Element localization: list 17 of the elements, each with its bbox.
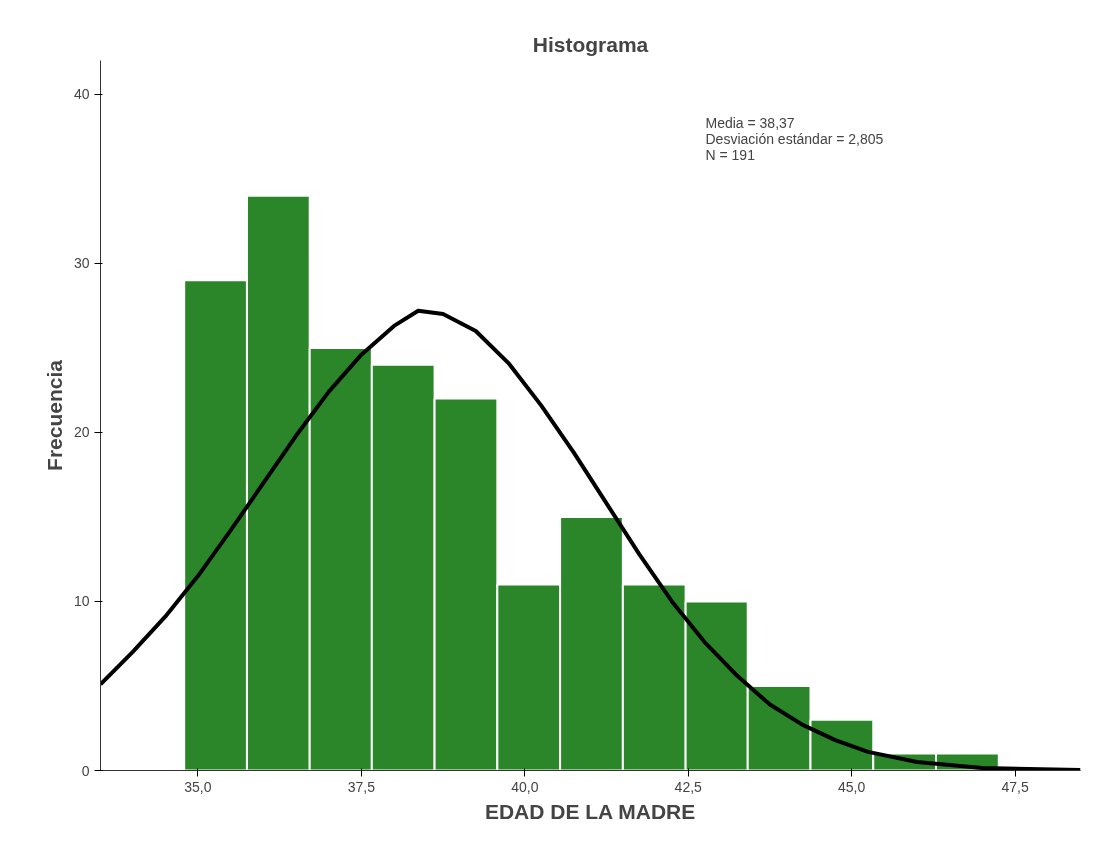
y-tick-label: 30 (73, 255, 90, 272)
annotation: Desviación estándar = 2,805 (705, 130, 884, 147)
y-tick-label: 10 (73, 593, 90, 610)
annotation: N = 191 (705, 146, 756, 163)
annotation: Media = 38,37 (705, 114, 795, 131)
x-tick-label: 42,5 (674, 778, 703, 795)
y-tick-label: 40 (73, 86, 90, 103)
x-tick-label: 47,5 (1001, 778, 1029, 795)
x-tick-label: 37,5 (347, 778, 376, 795)
x-tick-label: 40,0 (511, 778, 539, 795)
x-axis-title: EDAD DE LA MADRE (484, 799, 696, 823)
x-tick-label: 35,0 (184, 778, 212, 795)
y-tick-label: 0 (81, 762, 90, 779)
chart-title: Histograma (532, 32, 649, 56)
y-axis-title: Frecuencia (42, 359, 66, 471)
y-tick-label: 20 (73, 424, 90, 441)
x-tick-label: 45,0 (838, 778, 866, 795)
